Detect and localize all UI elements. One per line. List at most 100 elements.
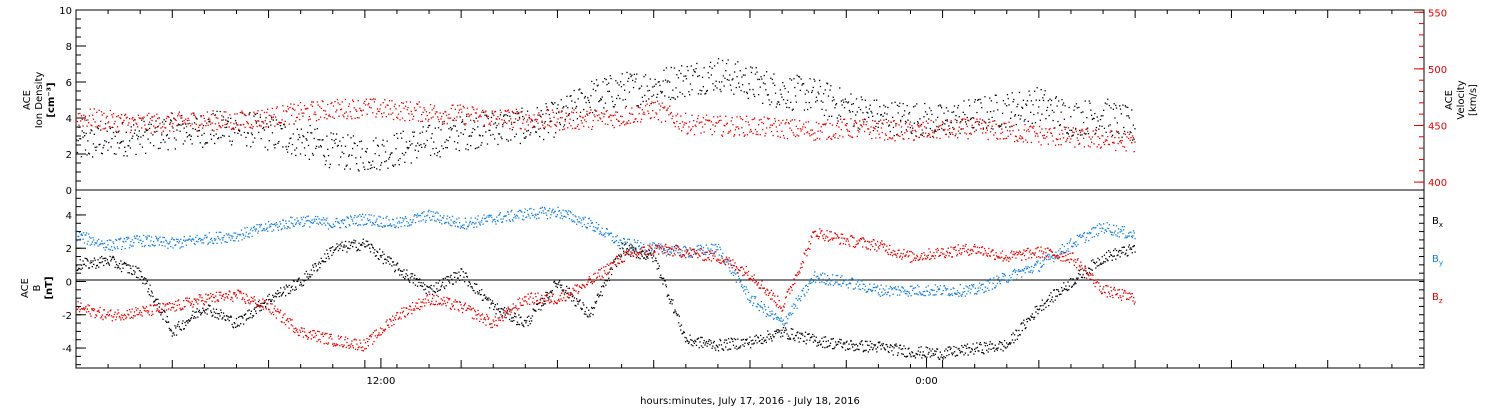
velocity-point [748, 124, 750, 126]
bx-point [160, 312, 163, 314]
velocity-point [795, 125, 797, 127]
bx-point [419, 278, 421, 280]
density-point [644, 94, 646, 97]
velocity-point [831, 124, 834, 126]
bx-point [189, 319, 191, 322]
velocity-point [857, 129, 859, 131]
density-point [295, 147, 298, 149]
velocity-point [206, 111, 209, 113]
density-point [1105, 131, 1107, 133]
velocity-point [604, 113, 606, 115]
velocity-point [866, 121, 868, 123]
by-point [1011, 279, 1013, 281]
velocity-point [679, 122, 681, 125]
by-point [572, 214, 574, 216]
velocity-point [130, 129, 132, 131]
density-point [1034, 122, 1037, 124]
density-point [1089, 102, 1091, 104]
by-point [620, 239, 622, 242]
by-point [369, 219, 371, 221]
by-point [228, 237, 230, 239]
by-point [337, 221, 340, 223]
velocity-point [777, 135, 779, 137]
bx-point [117, 265, 119, 267]
by-point [901, 286, 903, 288]
bx-point [153, 300, 155, 303]
by-point [378, 215, 380, 217]
bx-point [323, 261, 325, 263]
density-point [311, 132, 313, 134]
velocity-point [1108, 144, 1110, 146]
by-point [802, 287, 805, 289]
by-point [240, 229, 243, 231]
density-point [636, 105, 639, 107]
bx-point [143, 277, 146, 279]
velocity-point [979, 118, 981, 120]
velocity-point [890, 121, 892, 123]
velocity-point [539, 114, 541, 116]
density-point [318, 146, 320, 148]
density-point [526, 130, 528, 132]
by-point [640, 242, 642, 244]
density-point [996, 101, 998, 104]
bx-point [91, 266, 93, 268]
by-point [501, 221, 504, 223]
by-point [1041, 265, 1043, 267]
density-point [847, 102, 849, 104]
by-point [967, 290, 969, 292]
density-point [1116, 122, 1118, 124]
velocity-point [629, 122, 631, 124]
density-point [1107, 98, 1109, 100]
velocity-point [859, 120, 861, 122]
density-point [656, 93, 659, 95]
velocity-point [1066, 139, 1068, 141]
by-point [902, 287, 904, 289]
by-point [200, 238, 203, 241]
by-point [492, 219, 494, 221]
velocity-point [204, 120, 206, 122]
by-point [181, 242, 183, 244]
density-point [150, 123, 152, 125]
density-point [776, 103, 778, 105]
density-point [1088, 100, 1090, 102]
velocity-point [892, 120, 895, 122]
velocity-point [1083, 137, 1085, 139]
bx-point [310, 269, 312, 271]
velocity-point [963, 118, 965, 120]
density-point [1115, 104, 1117, 107]
by-point [750, 297, 752, 299]
by-point [343, 219, 345, 221]
by-point [139, 239, 141, 241]
density-point [408, 147, 410, 149]
velocity-point [943, 129, 945, 132]
velocity-point [973, 117, 975, 119]
density-point [995, 94, 997, 96]
velocity-point [347, 115, 349, 117]
by-point [579, 217, 581, 219]
density-point [1117, 131, 1119, 133]
velocity-point [716, 122, 718, 124]
velocity-point [360, 109, 362, 111]
velocity-point [410, 110, 412, 113]
by-point [675, 244, 678, 246]
velocity-point [697, 115, 700, 117]
density-point [200, 115, 202, 117]
bx-point [288, 284, 290, 286]
bx-point [390, 257, 392, 260]
velocity-point [840, 129, 842, 131]
density-point [928, 118, 930, 120]
density-point [864, 99, 866, 101]
density-point [389, 154, 391, 156]
velocity-point [637, 106, 639, 109]
density-point [463, 123, 465, 125]
density-point [384, 151, 387, 153]
by-point [1107, 227, 1109, 229]
bx-point [490, 303, 492, 305]
by-point [256, 224, 258, 226]
velocity-point [965, 118, 967, 121]
bx-point [474, 292, 476, 294]
by-point [765, 315, 767, 318]
velocity-point [556, 121, 558, 123]
density-point [238, 129, 240, 131]
by-point [125, 236, 128, 239]
